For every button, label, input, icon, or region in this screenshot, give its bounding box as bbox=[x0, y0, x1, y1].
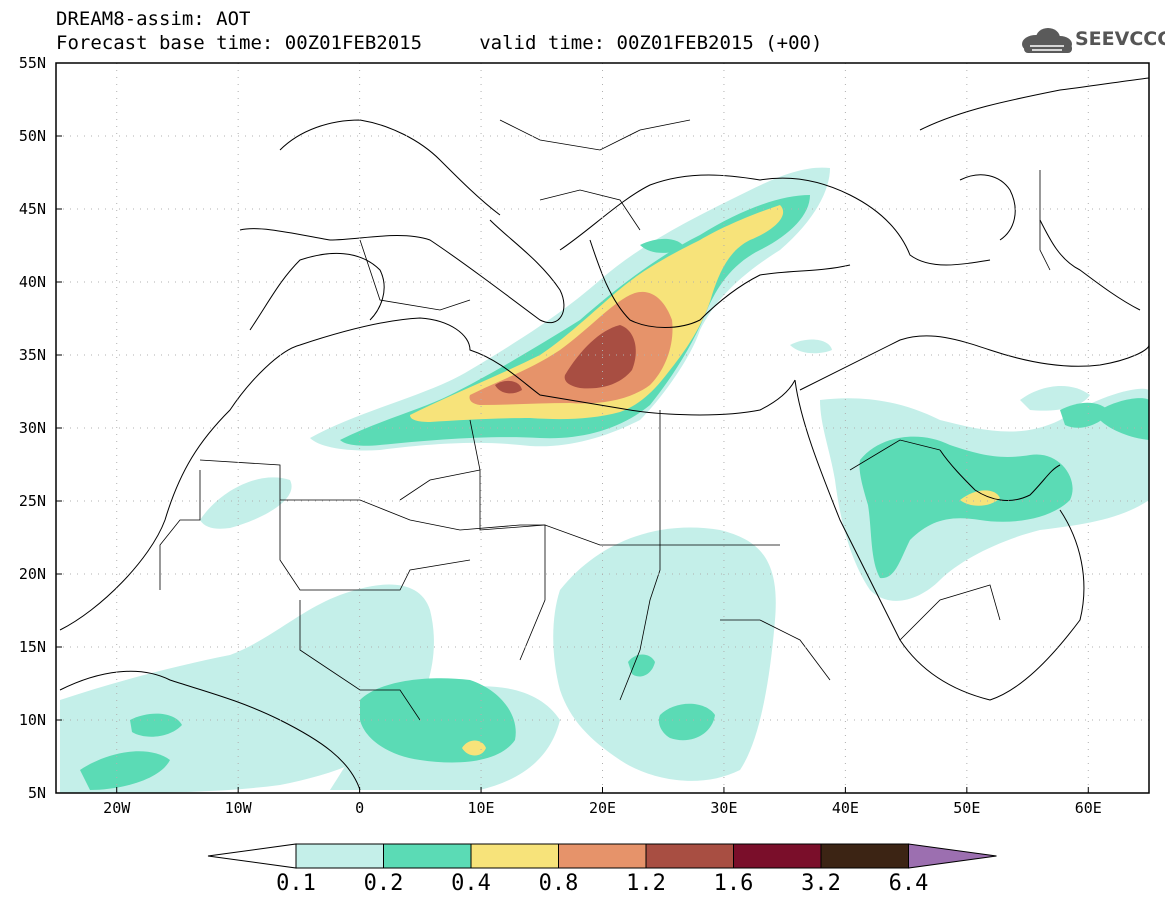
forecast-time-line: Forecast base time: 00Z01FEB2015 valid t… bbox=[56, 32, 823, 54]
colorbar-label: 0.8 bbox=[538, 871, 579, 896]
lat-label-10n: 10N bbox=[18, 711, 46, 729]
lat-label-35n: 35N bbox=[18, 346, 46, 364]
logo-text: SEEVCCC bbox=[1075, 28, 1165, 50]
colorbar bbox=[207, 843, 997, 869]
lat-label-40n: 40N bbox=[18, 273, 46, 291]
colorbar-label: 1.6 bbox=[713, 871, 754, 896]
aot-field-0.4 bbox=[410, 205, 1000, 756]
colorbar-label: 0.1 bbox=[276, 871, 316, 896]
seevccc-logo bbox=[1022, 28, 1072, 53]
colorbar-label: 0.2 bbox=[363, 871, 404, 896]
colorbar-label: 3.2 bbox=[801, 871, 841, 896]
colorbar-segment-0 bbox=[295, 843, 384, 869]
lat-label-45n: 45N bbox=[18, 200, 46, 218]
axis-ticks bbox=[56, 62, 1089, 794]
colorbar-segment-5 bbox=[733, 843, 822, 869]
lon-label-10e: 10E bbox=[467, 799, 495, 817]
colorbar-under-arrow bbox=[207, 843, 297, 869]
coastlines bbox=[59, 77, 1149, 791]
grid-lines bbox=[56, 63, 1149, 793]
colorbar-segment-2 bbox=[470, 843, 559, 869]
colorbar-segment-1 bbox=[383, 843, 472, 869]
lat-label-30n: 30N bbox=[18, 419, 46, 437]
lon-label-20w: 20W bbox=[103, 799, 131, 817]
lat-label-20n: 20N bbox=[18, 565, 46, 583]
colorbar-segment-6 bbox=[820, 843, 909, 869]
chart-title: DREAM8-assim: AOT bbox=[56, 8, 251, 30]
colorbar-over-arrow bbox=[908, 843, 997, 869]
lat-label-15n: 15N bbox=[18, 638, 46, 656]
lon-label-60e: 60E bbox=[1074, 799, 1102, 817]
lon-label-20e: 20E bbox=[588, 799, 617, 817]
lat-label-5n: 5N bbox=[27, 784, 46, 802]
lon-label-50e: 50E bbox=[953, 799, 981, 817]
colorbar-label: 6.4 bbox=[888, 871, 929, 896]
lon-label-10w: 10W bbox=[224, 799, 252, 817]
country-borders bbox=[159, 119, 1051, 721]
lat-label-50n: 50N bbox=[18, 127, 46, 145]
colorbar-label: 1.2 bbox=[626, 871, 666, 896]
colorbar-label: 0.4 bbox=[451, 871, 491, 896]
colorbar-segment-4 bbox=[645, 843, 734, 869]
lat-label-55n: 55N bbox=[18, 54, 46, 72]
lon-label-40e: 40E bbox=[831, 799, 859, 817]
colorbar-segment-3 bbox=[558, 843, 647, 869]
lon-label-0: 0 bbox=[355, 799, 365, 817]
aot-field-1.2 bbox=[495, 325, 636, 394]
lat-label-25n: 25N bbox=[18, 492, 46, 510]
lon-label-30e: 30E bbox=[710, 799, 738, 817]
